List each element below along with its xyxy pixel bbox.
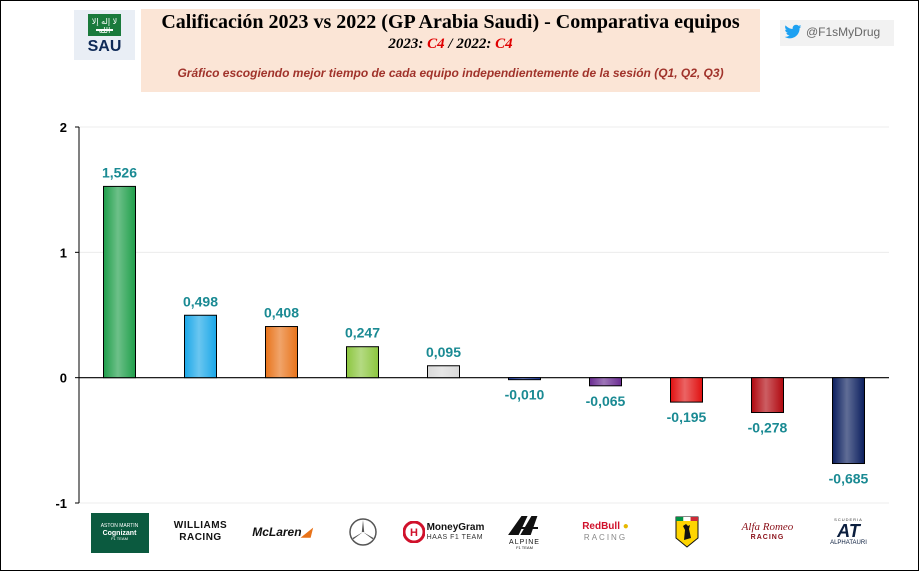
subtitle-separator: / 2022: [444,36,496,52]
bar-aston-martin [103,185,136,379]
bar-mclaren [265,326,298,379]
alfa-romeo-logo-icon: Alfa Romeo RACING [741,521,794,542]
data-label: -0,010 [505,387,545,403]
data-label: 0,095 [426,344,461,360]
aston-martin-logo-icon: ASTON MARTIN Cognizant F1 TEAM [90,513,149,553]
flag-sword-icon [96,29,113,31]
chart-subtitle: 2023: C4 / 2022: C4 [141,36,760,53]
bar-ferrari [670,377,703,403]
title-box: Calificación 2023 vs 2022 (GP Arabia Sau… [141,9,760,92]
data-label: -0,685 [829,471,869,487]
alphatauri-logo-icon: SCUDERIA AT ALPHATAURI [830,517,867,547]
axis-layer: -1 0 1 2 [55,120,889,511]
data-label: 0,247 [345,325,380,341]
bar-alfa-romeo [751,377,784,414]
subtitle-2023-compound: C4 [427,36,445,52]
bar-mercedes [346,346,379,379]
saudi-flag-icon: لا إله إلا الله [88,14,121,36]
country-code: SAU [87,38,122,55]
data-label: 0,498 [183,293,218,309]
bar-alpine [508,377,541,381]
bar-red-bull [589,377,622,387]
bar-haas [427,365,460,379]
twitter-bird-icon [784,24,802,39]
data-label: 1,526 [102,164,137,180]
twitter-handle-text: @F1sMyDrug [806,25,881,39]
alpine-logo-icon: ALPINE F1 TEAM [490,511,560,553]
chart-title: Calificación 2023 vs 2022 (GP Arabia Sau… [161,11,740,33]
data-label: 0,408 [264,305,299,321]
data-label: -0,065 [586,393,626,409]
label-layer: 1,526 0,498 0,408 0,247 0,095 -0,010 -0,065 -0,… [102,164,869,486]
chart-note: Gráfico escogiendo mejor tiempo de cada … [177,66,724,80]
bar-alphatauri [832,377,865,465]
y-tick-label: 2 [60,120,67,135]
grid-layer [79,126,889,504]
y-tick-label: 0 [60,371,67,386]
bar-layer [103,185,865,465]
haas-logo-icon: H MoneyGram HAAS F1 TEAM [396,511,492,553]
mercedes-logo-icon [328,511,398,553]
subtitle-2023-label: 2023: [388,36,428,52]
country-flag-badge: لا إله إلا الله SAU [74,10,135,60]
bar-williams [184,314,217,379]
data-label: -0,195 [667,409,707,425]
williams-logo-icon: WILLIAMS RACING [173,519,228,544]
redbull-logo-icon: RedBull ● RACING [582,521,629,543]
mclaren-logo-icon: McLaren◢ [252,525,311,539]
y-tick-label: 1 [60,245,67,260]
subtitle-2022-compound: C4 [495,36,513,52]
y-tick-label: -1 [55,496,67,511]
ferrari-logo-icon [652,511,722,553]
svg-text:H: H [410,527,418,539]
twitter-handle[interactable]: @F1sMyDrug [780,20,894,46]
data-label: -0,278 [748,420,788,436]
